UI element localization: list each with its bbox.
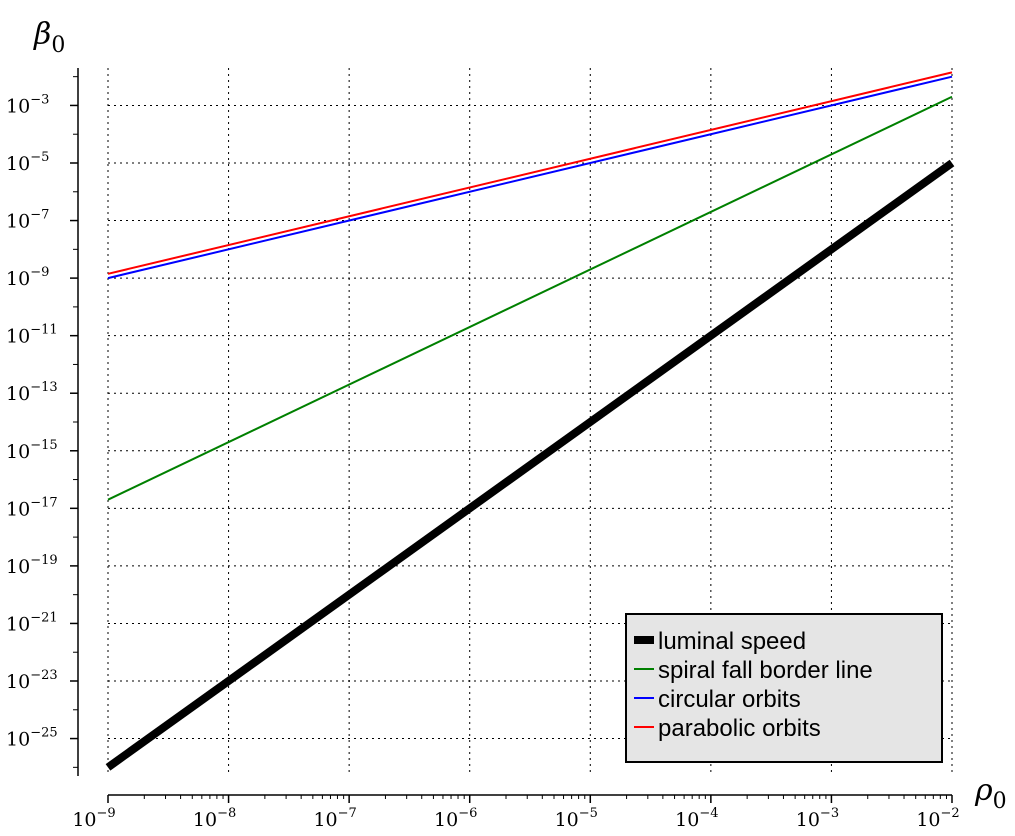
x-tick-label: 10−3 (796, 806, 839, 831)
x-tick-label: 10−2 (916, 806, 959, 831)
legend-label: spiral fall border line (658, 657, 873, 684)
y-axis-label: β0 (33, 17, 65, 58)
legend-label: luminal speed (658, 628, 806, 655)
y-tick-label: 10−5 (6, 150, 49, 175)
series-line-0 (105, 159, 955, 771)
legend-label: parabolic orbits (658, 715, 821, 742)
y-tick-label: 10−3 (6, 92, 49, 117)
x-tick-label: 10−6 (434, 806, 477, 831)
x-tick-label: 10−7 (313, 806, 356, 831)
series-line-3 (107, 71, 953, 275)
y-tick-label: 10−21 (6, 610, 58, 635)
y-tick-label: 10−15 (6, 438, 58, 463)
y-tick-label: 10−25 (6, 726, 58, 751)
x-tick-label: 10−8 (193, 806, 236, 831)
legend-label: circular orbits (658, 686, 801, 713)
legend-box (625, 613, 943, 763)
y-tick-label: 10−23 (6, 668, 58, 693)
y-tick-label: 10−13 (6, 380, 58, 405)
series-lines (105, 71, 955, 771)
x-tick-label: 10−4 (675, 806, 718, 831)
x-tick-label: 10−9 (72, 806, 115, 831)
y-axis-ticks: 10−3 10−5 10−7 10−9 10−11 10−13 10−15 10−17 10−1… (6, 76, 78, 768)
y-tick-label: 10−17 (6, 495, 58, 520)
y-tick-label: 10−9 (6, 265, 49, 290)
y-tick-label: 10−19 (6, 553, 58, 578)
x-axis-label: ρ0 (974, 773, 1007, 814)
series-line-2 (107, 75, 953, 280)
series-line-1 (107, 95, 953, 501)
x-tick-label: 10−5 (555, 806, 598, 831)
y-tick-label: 10−7 (6, 208, 49, 233)
y-tick-label: 10−11 (6, 323, 58, 348)
x-axis-ticks: 10−9 10−8 10−7 10−6 10−5 10−4 10−3 10−2 (72, 795, 960, 831)
